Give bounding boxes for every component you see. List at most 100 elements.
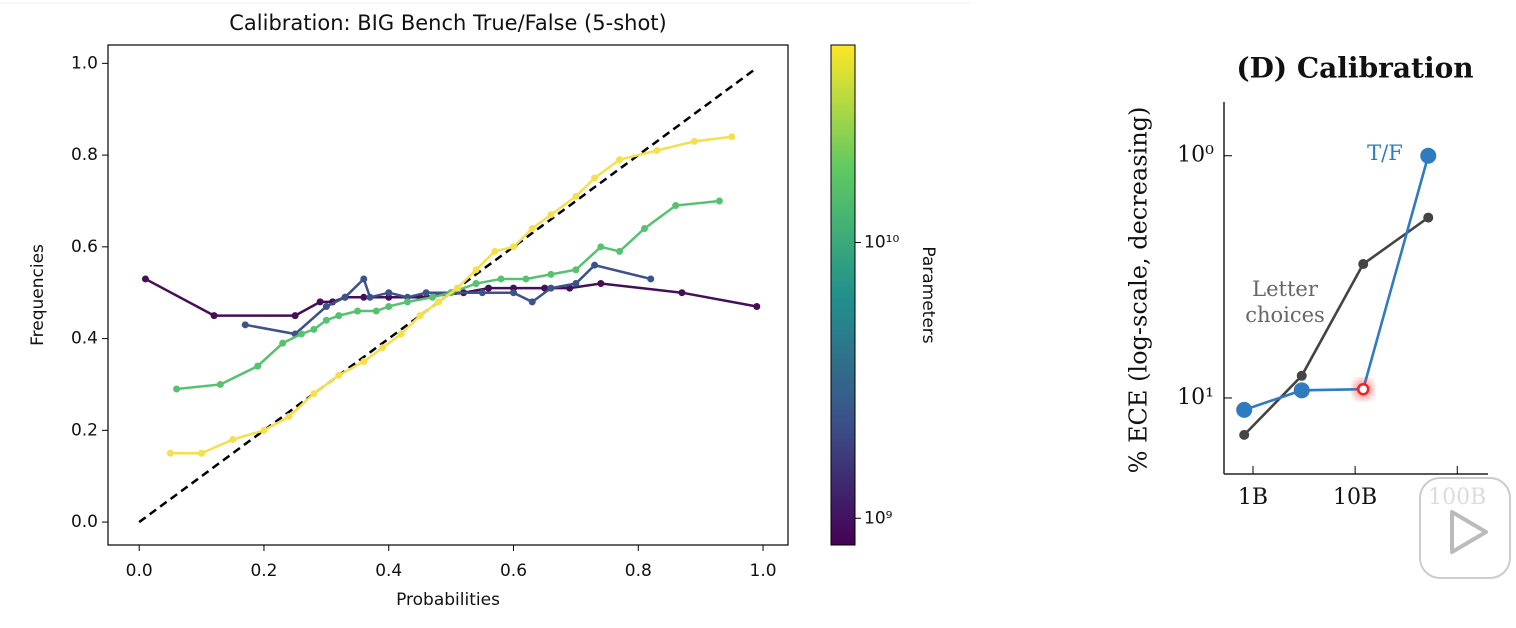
point	[597, 243, 605, 251]
point	[385, 289, 393, 297]
x-tick-label: 0.4	[375, 561, 402, 581]
x-tick-label: 0.6	[500, 561, 527, 581]
point	[216, 380, 224, 388]
point	[547, 270, 555, 278]
point	[1420, 147, 1437, 164]
point	[1236, 401, 1253, 418]
point	[279, 339, 287, 347]
y-tick-label: 10⁰	[1177, 143, 1214, 168]
series-line	[170, 135, 733, 455]
point	[678, 289, 686, 297]
series-line	[1243, 216, 1430, 436]
point	[591, 174, 599, 182]
point	[715, 197, 723, 205]
point	[360, 293, 368, 301]
y-tick-label: 0.2	[71, 420, 98, 440]
x-tick-label: 10B	[1333, 485, 1377, 510]
point	[285, 413, 293, 421]
point	[572, 280, 580, 288]
point	[616, 247, 624, 255]
point	[1358, 259, 1369, 270]
point	[260, 426, 268, 434]
point	[528, 224, 536, 232]
x-tick-label: 0.0	[126, 561, 153, 581]
point	[591, 261, 599, 269]
point	[428, 293, 436, 301]
y-axis-label: % ECE (log-scale, decreasing)	[1125, 107, 1153, 474]
point	[485, 284, 493, 292]
point	[566, 284, 574, 292]
point	[572, 192, 580, 200]
point	[547, 284, 555, 292]
point	[397, 330, 405, 338]
point	[198, 449, 206, 457]
point	[1423, 212, 1434, 223]
x-tick-label: 0.2	[250, 561, 277, 581]
play-icon[interactable]	[1450, 510, 1488, 554]
point	[728, 133, 736, 141]
point	[547, 211, 555, 219]
point	[1296, 370, 1307, 381]
point	[229, 435, 237, 443]
point	[1293, 382, 1310, 399]
point	[360, 275, 368, 283]
series-label: T/F	[1367, 141, 1403, 165]
point	[141, 275, 149, 283]
point	[672, 202, 680, 210]
colorbar-tick-label: 10¹⁰	[864, 232, 899, 252]
point	[472, 266, 480, 274]
point	[166, 449, 174, 457]
point	[522, 275, 530, 283]
point	[316, 298, 324, 306]
point	[1239, 429, 1250, 440]
point	[310, 325, 318, 333]
point	[641, 224, 649, 232]
point	[335, 312, 343, 320]
point	[653, 147, 661, 155]
play-button[interactable]	[1419, 477, 1511, 579]
point	[753, 302, 761, 310]
point	[341, 293, 349, 301]
point	[360, 358, 368, 366]
point	[616, 156, 624, 164]
y-axis-label: Frequencies	[28, 244, 48, 346]
y-tick-label: 0.0	[71, 512, 98, 532]
y-tick-label: 0.6	[71, 237, 98, 257]
point	[372, 307, 380, 315]
point	[297, 330, 305, 338]
chart-title: Calibration: BIG Bench True/False (5-sho…	[229, 11, 666, 35]
point	[453, 284, 461, 292]
point	[403, 298, 411, 306]
point	[322, 316, 330, 324]
y-tick-label: 0.8	[71, 145, 98, 165]
series-line	[144, 277, 758, 317]
point	[572, 266, 580, 274]
point	[291, 312, 299, 320]
series-line	[245, 263, 652, 336]
point	[335, 371, 343, 379]
point	[478, 289, 486, 297]
plot-frame	[107, 44, 789, 546]
point	[378, 344, 386, 352]
series-line	[1243, 155, 1430, 412]
chart-title: (D) Calibration	[1236, 52, 1473, 85]
point	[690, 137, 698, 145]
point	[510, 243, 518, 251]
point	[435, 298, 443, 306]
x-tick-label: 1.0	[750, 561, 777, 581]
point	[510, 289, 518, 297]
point	[647, 275, 655, 283]
play-button-bg[interactable]	[1419, 477, 1511, 579]
point	[241, 321, 249, 329]
y-tick-label: 0.4	[71, 329, 98, 349]
point	[366, 293, 374, 301]
point	[254, 362, 262, 370]
point	[497, 275, 505, 283]
point	[597, 280, 605, 288]
y-tick-label: 10¹	[1177, 385, 1214, 410]
point	[354, 307, 362, 315]
x-tick-label: 0.8	[625, 561, 652, 581]
point	[422, 289, 430, 297]
series-label: Letter choices	[1245, 277, 1325, 327]
